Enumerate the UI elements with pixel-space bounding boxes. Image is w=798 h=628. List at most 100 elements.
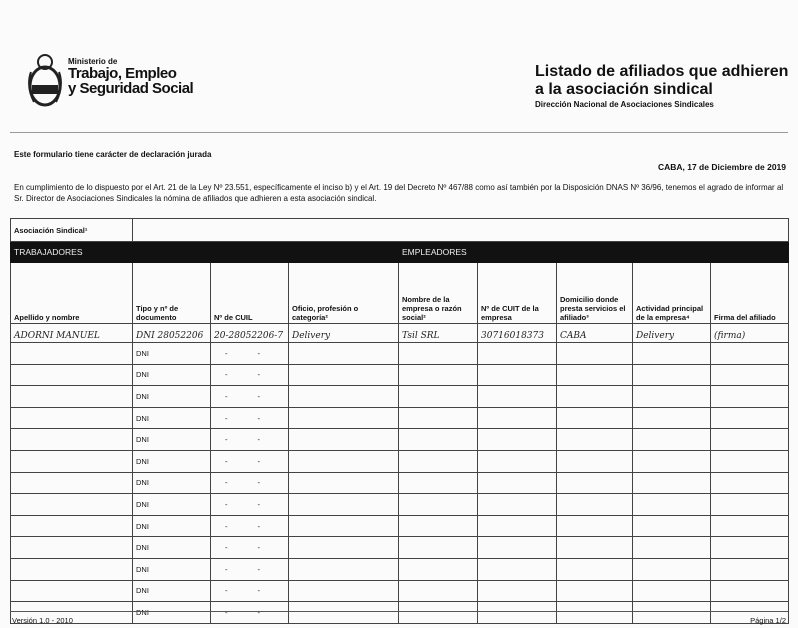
table-cell[interactable]	[10, 514, 133, 538]
table-cell[interactable]	[632, 385, 711, 408]
table-cell[interactable]: DNI	[132, 471, 211, 495]
filled-cell[interactable]: Delivery	[288, 323, 399, 343]
table-cell[interactable]: - -	[210, 601, 289, 624]
table-cell[interactable]	[288, 363, 399, 387]
table-cell[interactable]	[288, 449, 399, 473]
filled-cell[interactable]: (firma)	[710, 323, 789, 343]
table-cell[interactable]	[398, 363, 478, 387]
table-cell[interactable]	[10, 471, 133, 495]
table-cell[interactable]: DNI	[132, 536, 211, 559]
table-cell[interactable]	[477, 601, 557, 624]
table-cell[interactable]	[710, 557, 789, 581]
table-cell[interactable]: - -	[210, 406, 289, 430]
table-cell[interactable]	[477, 385, 557, 408]
table-cell[interactable]	[477, 363, 557, 387]
table-cell[interactable]	[398, 449, 478, 473]
table-cell[interactable]	[632, 406, 711, 430]
table-cell[interactable]	[710, 406, 789, 430]
filled-cell[interactable]: 20-28052206-7	[210, 323, 289, 343]
table-cell[interactable]: DNI	[132, 493, 211, 516]
table-cell[interactable]: - -	[210, 449, 289, 473]
table-cell[interactable]	[288, 385, 399, 408]
filled-cell[interactable]: Tsil SRL	[398, 323, 478, 343]
table-cell[interactable]: DNI	[132, 601, 211, 624]
table-cell[interactable]	[288, 579, 399, 603]
table-cell[interactable]	[556, 493, 633, 516]
table-cell[interactable]	[710, 385, 789, 408]
table-cell[interactable]	[556, 601, 633, 624]
table-cell[interactable]	[288, 406, 399, 430]
table-cell[interactable]	[556, 385, 633, 408]
table-cell[interactable]	[632, 601, 711, 624]
table-cell[interactable]: - -	[210, 428, 289, 451]
table-cell[interactable]	[398, 428, 478, 451]
table-cell[interactable]	[10, 385, 133, 408]
table-cell[interactable]	[632, 342, 711, 365]
table-cell[interactable]	[556, 428, 633, 451]
table-cell[interactable]: - -	[210, 579, 289, 603]
table-cell[interactable]	[477, 579, 557, 603]
table-cell[interactable]	[477, 493, 557, 516]
table-cell[interactable]	[632, 514, 711, 538]
table-cell[interactable]	[477, 557, 557, 581]
table-cell[interactable]	[710, 342, 789, 365]
table-cell[interactable]: DNI	[132, 363, 211, 387]
filled-cell[interactable]: Delivery	[632, 323, 711, 343]
table-cell[interactable]	[398, 471, 478, 495]
table-cell[interactable]	[710, 428, 789, 451]
table-cell[interactable]: DNI	[132, 342, 211, 365]
table-cell[interactable]	[710, 536, 789, 559]
table-cell[interactable]	[288, 342, 399, 365]
table-cell[interactable]	[556, 579, 633, 603]
filled-cell[interactable]: 30716018373	[477, 323, 557, 343]
table-cell[interactable]	[556, 406, 633, 430]
table-cell[interactable]	[632, 471, 711, 495]
filled-cell[interactable]: DNI 28052206	[132, 323, 211, 343]
table-cell[interactable]: DNI	[132, 428, 211, 451]
assoc-input[interactable]	[132, 218, 789, 242]
table-cell[interactable]	[398, 536, 478, 559]
table-cell[interactable]	[477, 514, 557, 538]
table-cell[interactable]	[10, 428, 133, 451]
table-cell[interactable]: - -	[210, 342, 289, 365]
table-cell[interactable]	[710, 493, 789, 516]
table-cell[interactable]	[398, 406, 478, 430]
table-cell[interactable]	[477, 428, 557, 451]
table-cell[interactable]	[556, 514, 633, 538]
table-cell[interactable]	[288, 601, 399, 624]
table-cell[interactable]	[398, 493, 478, 516]
table-cell[interactable]	[632, 449, 711, 473]
table-cell[interactable]	[10, 342, 133, 365]
table-cell[interactable]	[10, 493, 133, 516]
table-cell[interactable]	[710, 471, 789, 495]
table-cell[interactable]	[398, 557, 478, 581]
table-cell[interactable]: - -	[210, 363, 289, 387]
table-cell[interactable]	[710, 363, 789, 387]
table-cell[interactable]	[556, 471, 633, 495]
table-cell[interactable]	[632, 428, 711, 451]
table-cell[interactable]	[632, 536, 711, 559]
table-cell[interactable]	[398, 342, 478, 365]
filled-cell[interactable]: CABA	[556, 323, 633, 343]
table-cell[interactable]	[477, 449, 557, 473]
table-cell[interactable]: DNI	[132, 385, 211, 408]
table-cell[interactable]: DNI	[132, 579, 211, 603]
table-cell[interactable]	[710, 514, 789, 538]
table-cell[interactable]	[10, 406, 133, 430]
table-cell[interactable]	[632, 579, 711, 603]
table-cell[interactable]	[477, 342, 557, 365]
table-cell[interactable]	[556, 536, 633, 559]
table-cell[interactable]	[288, 493, 399, 516]
table-cell[interactable]: DNI	[132, 557, 211, 581]
table-cell[interactable]	[398, 579, 478, 603]
table-cell[interactable]	[556, 363, 633, 387]
table-cell[interactable]: - -	[210, 557, 289, 581]
table-cell[interactable]: DNI	[132, 449, 211, 473]
table-cell[interactable]: - -	[210, 471, 289, 495]
table-cell[interactable]	[10, 579, 133, 603]
table-cell[interactable]	[556, 449, 633, 473]
table-cell[interactable]	[288, 514, 399, 538]
table-cell[interactable]	[477, 406, 557, 430]
table-cell[interactable]	[632, 363, 711, 387]
table-cell[interactable]	[398, 385, 478, 408]
